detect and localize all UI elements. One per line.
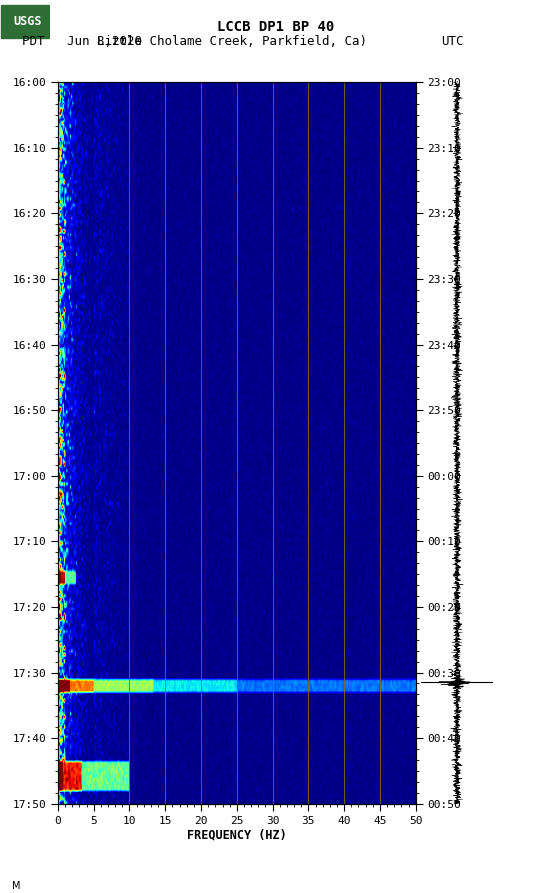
Text: LCCB DP1 BP 40: LCCB DP1 BP 40 <box>217 20 335 34</box>
Text: USGS: USGS <box>13 15 41 28</box>
Text: PDT   Jun 8,2020: PDT Jun 8,2020 <box>22 35 142 48</box>
Text: UTC: UTC <box>442 35 464 48</box>
X-axis label: FREQUENCY (HZ): FREQUENCY (HZ) <box>187 829 286 841</box>
Text: Little Cholame Creek, Parkfield, Ca): Little Cholame Creek, Parkfield, Ca) <box>97 35 367 48</box>
Text: $\mathregular{M}$: $\mathregular{M}$ <box>11 879 20 890</box>
